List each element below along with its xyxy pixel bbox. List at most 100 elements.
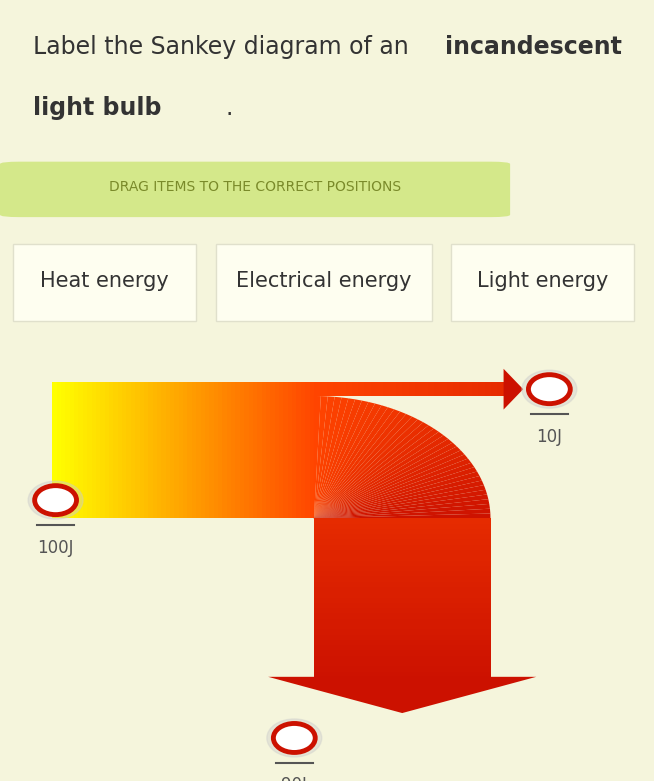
Polygon shape: [314, 476, 482, 519]
Polygon shape: [314, 405, 388, 519]
Text: 100J: 100J: [37, 539, 74, 557]
Polygon shape: [352, 383, 358, 396]
Polygon shape: [314, 555, 490, 561]
Polygon shape: [314, 443, 456, 519]
Polygon shape: [314, 613, 490, 619]
Polygon shape: [275, 383, 279, 519]
Polygon shape: [179, 383, 183, 519]
Polygon shape: [466, 383, 472, 396]
Polygon shape: [222, 383, 227, 519]
Polygon shape: [314, 508, 490, 519]
Text: 90J: 90J: [281, 776, 307, 781]
Polygon shape: [440, 383, 447, 396]
Polygon shape: [301, 383, 305, 519]
Polygon shape: [201, 383, 205, 519]
Polygon shape: [314, 504, 490, 519]
Polygon shape: [314, 399, 362, 519]
Circle shape: [267, 719, 322, 757]
Polygon shape: [257, 383, 262, 519]
Polygon shape: [227, 383, 231, 519]
Polygon shape: [314, 619, 490, 624]
FancyBboxPatch shape: [13, 244, 196, 320]
Polygon shape: [314, 490, 487, 519]
Polygon shape: [314, 401, 368, 519]
Polygon shape: [148, 383, 152, 519]
Polygon shape: [188, 383, 192, 519]
Polygon shape: [314, 409, 400, 519]
Polygon shape: [244, 383, 249, 519]
Polygon shape: [183, 383, 188, 519]
Polygon shape: [371, 383, 377, 396]
Polygon shape: [218, 383, 222, 519]
Polygon shape: [320, 383, 326, 396]
Text: Electrical energy: Electrical energy: [236, 271, 411, 291]
Polygon shape: [314, 666, 490, 672]
Polygon shape: [314, 576, 490, 582]
Text: incandescent: incandescent: [445, 35, 622, 59]
Polygon shape: [314, 416, 418, 519]
Polygon shape: [231, 383, 235, 519]
Polygon shape: [314, 402, 375, 519]
Polygon shape: [105, 383, 109, 519]
Circle shape: [35, 486, 77, 515]
Polygon shape: [65, 383, 70, 519]
Polygon shape: [428, 383, 434, 396]
Polygon shape: [314, 432, 443, 519]
FancyBboxPatch shape: [451, 244, 634, 320]
Polygon shape: [485, 383, 491, 396]
Polygon shape: [314, 534, 490, 540]
Polygon shape: [314, 451, 464, 519]
Polygon shape: [196, 383, 201, 519]
Polygon shape: [504, 369, 523, 409]
Polygon shape: [314, 645, 490, 651]
Polygon shape: [345, 383, 352, 396]
Polygon shape: [314, 398, 349, 519]
Polygon shape: [87, 383, 92, 519]
Polygon shape: [96, 383, 100, 519]
Polygon shape: [314, 458, 472, 519]
Polygon shape: [314, 419, 423, 519]
Polygon shape: [314, 383, 320, 396]
Polygon shape: [135, 383, 139, 519]
Polygon shape: [78, 383, 83, 519]
Polygon shape: [314, 571, 490, 576]
Polygon shape: [314, 398, 355, 519]
Polygon shape: [314, 463, 474, 519]
Text: Label the Sankey diagram of an: Label the Sankey diagram of an: [33, 35, 416, 59]
Polygon shape: [314, 519, 490, 523]
Polygon shape: [421, 383, 428, 396]
Polygon shape: [139, 383, 144, 519]
Polygon shape: [314, 523, 490, 529]
Polygon shape: [305, 383, 309, 519]
Polygon shape: [131, 383, 135, 519]
Polygon shape: [314, 435, 448, 519]
Polygon shape: [314, 396, 335, 519]
Polygon shape: [333, 383, 339, 396]
Text: 10J: 10J: [536, 428, 562, 446]
Polygon shape: [122, 383, 126, 519]
Polygon shape: [314, 467, 477, 519]
Polygon shape: [396, 383, 402, 396]
Polygon shape: [268, 677, 536, 713]
Polygon shape: [253, 383, 257, 519]
Polygon shape: [314, 587, 490, 592]
Polygon shape: [192, 383, 196, 519]
Polygon shape: [314, 529, 490, 534]
Polygon shape: [314, 455, 468, 519]
Polygon shape: [152, 383, 157, 519]
Polygon shape: [314, 447, 460, 519]
Circle shape: [28, 481, 83, 519]
Polygon shape: [83, 383, 87, 519]
FancyBboxPatch shape: [0, 162, 510, 217]
Polygon shape: [377, 383, 383, 396]
Polygon shape: [214, 383, 218, 519]
Polygon shape: [453, 383, 459, 396]
Polygon shape: [314, 608, 490, 613]
Polygon shape: [415, 383, 421, 396]
Polygon shape: [314, 426, 434, 519]
Polygon shape: [409, 383, 415, 396]
Polygon shape: [314, 582, 490, 587]
Text: Heat energy: Heat energy: [41, 271, 169, 291]
Polygon shape: [314, 414, 412, 519]
Polygon shape: [314, 672, 490, 677]
